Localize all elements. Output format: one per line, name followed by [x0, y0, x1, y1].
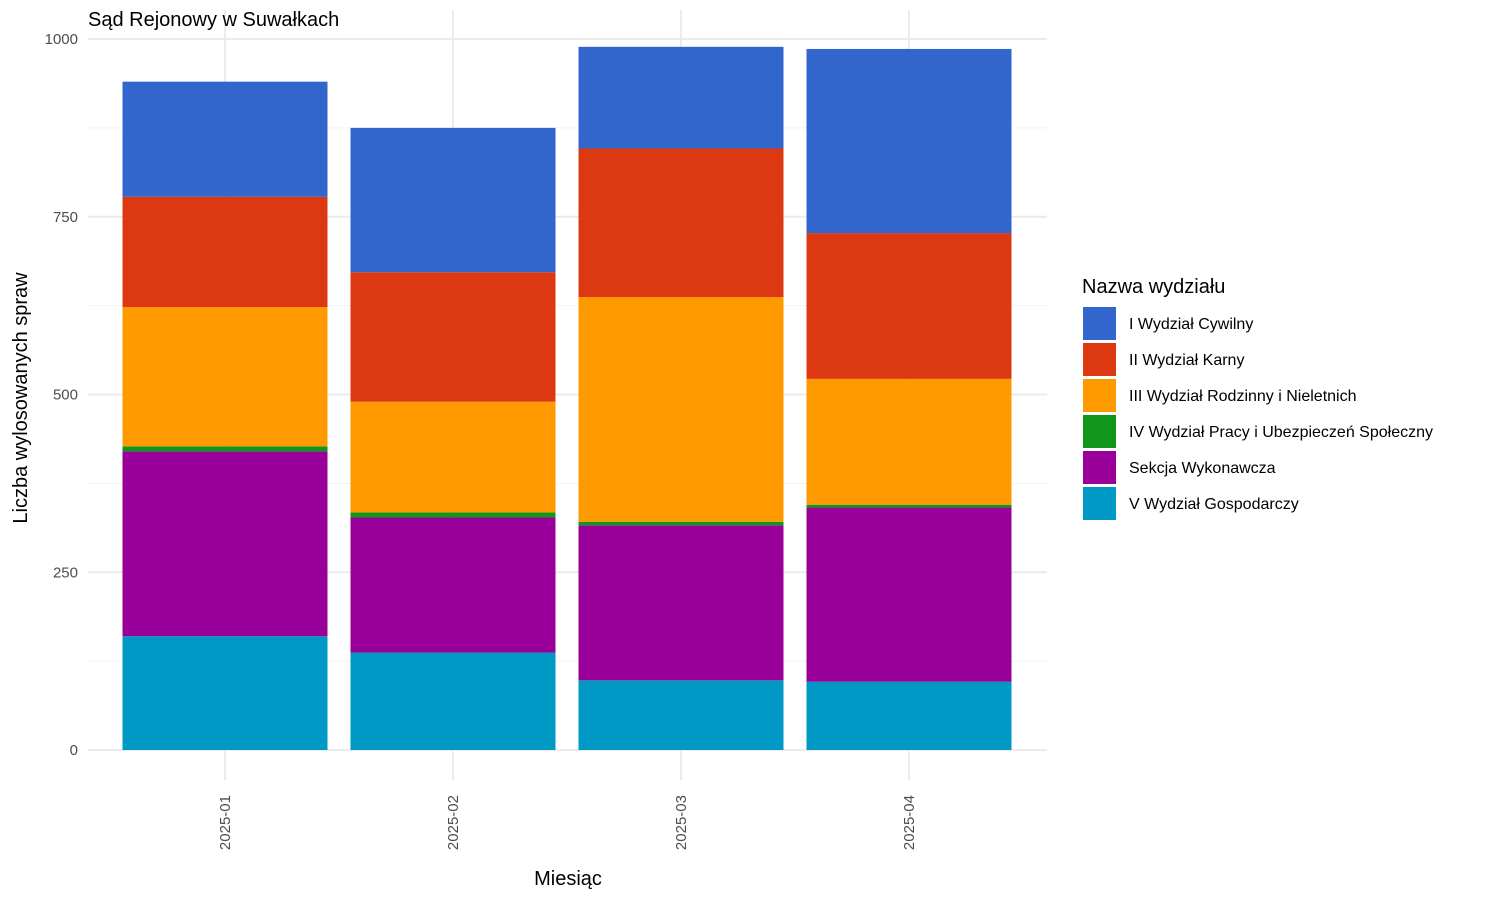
legend-swatch: [1083, 379, 1116, 412]
bar-segment: [122, 636, 328, 750]
legend-swatch: [1083, 451, 1116, 484]
bar-segment: [806, 504, 1012, 508]
bar-segment: [122, 196, 328, 308]
legend: Nazwa wydziału I Wydział Cywilny II Wydzi…: [1082, 276, 1433, 520]
bar-segment: [350, 512, 556, 518]
y-tick-label: 1000: [45, 31, 78, 48]
legend-label: III Wydział Rodzinny i Nieletnich: [1129, 388, 1357, 405]
legend-item: II Wydział Karny: [1083, 343, 1244, 376]
bar-segment: [122, 81, 328, 197]
x-axis-title: Miesiąc: [534, 868, 602, 890]
bar-segment: [350, 401, 556, 513]
legend-label: IV Wydział Pracy i Ubezpieczeń Społeczny: [1129, 424, 1433, 441]
bar-segment: [806, 233, 1012, 379]
bar-segment: [806, 48, 1012, 234]
chart-title: Sąd Rejonowy w Suwałkach: [88, 9, 339, 31]
x-tick-label: 2025-02: [445, 795, 462, 850]
legend-item: Sekcja Wykonawcza: [1083, 451, 1276, 484]
bar-segment: [350, 517, 556, 653]
y-axis-title: Liczba wylosowanych spraw: [10, 272, 32, 524]
legend-swatch: [1083, 415, 1116, 448]
y-tick-label: 750: [53, 209, 78, 226]
bar-segment: [806, 507, 1012, 682]
bar-segment: [350, 652, 556, 750]
bar-segment: [806, 681, 1012, 750]
y-tick-label: 500: [53, 387, 78, 404]
bar-segment: [578, 148, 784, 298]
legend-item: IV Wydział Pracy i Ubezpieczeń Społeczny: [1083, 415, 1433, 448]
bar-segment: [350, 272, 556, 402]
bar-segment: [122, 451, 328, 637]
legend-label: Sekcja Wykonawcza: [1129, 460, 1276, 477]
bars: [122, 46, 1012, 750]
legend-item: III Wydział Rodzinny i Nieletnich: [1083, 379, 1357, 412]
bar-segment: [578, 46, 784, 149]
bar-segment: [578, 297, 784, 522]
legend-item: I Wydział Cywilny: [1083, 307, 1253, 340]
legend-label: I Wydział Cywilny: [1129, 316, 1253, 333]
bar-segment: [806, 378, 1012, 505]
y-tick-label: 250: [53, 564, 78, 581]
y-tick-label: 0: [70, 742, 78, 759]
x-axis-ticks: 2025-01 2025-02 2025-03 2025-04: [217, 795, 918, 850]
legend-title: Nazwa wydziału: [1082, 276, 1225, 298]
bar-segment: [122, 307, 328, 447]
legend-label: V Wydział Gospodarczy: [1129, 496, 1299, 513]
bar-segment: [122, 446, 328, 452]
legend-swatch: [1083, 343, 1116, 376]
x-tick-label: 2025-03: [673, 795, 690, 850]
x-tick-label: 2025-04: [901, 795, 918, 850]
bar-segment: [350, 127, 556, 273]
legend-swatch: [1083, 307, 1116, 340]
bar-segment: [578, 525, 784, 681]
legend-label: II Wydział Karny: [1129, 352, 1244, 369]
bar-segment: [578, 680, 784, 750]
y-axis-ticks: 0 250 500 750 1000: [45, 31, 78, 759]
x-tick-label: 2025-01: [217, 795, 234, 850]
bar-segment: [578, 521, 784, 526]
legend-swatch: [1083, 487, 1116, 520]
legend-item: V Wydział Gospodarczy: [1083, 487, 1299, 520]
